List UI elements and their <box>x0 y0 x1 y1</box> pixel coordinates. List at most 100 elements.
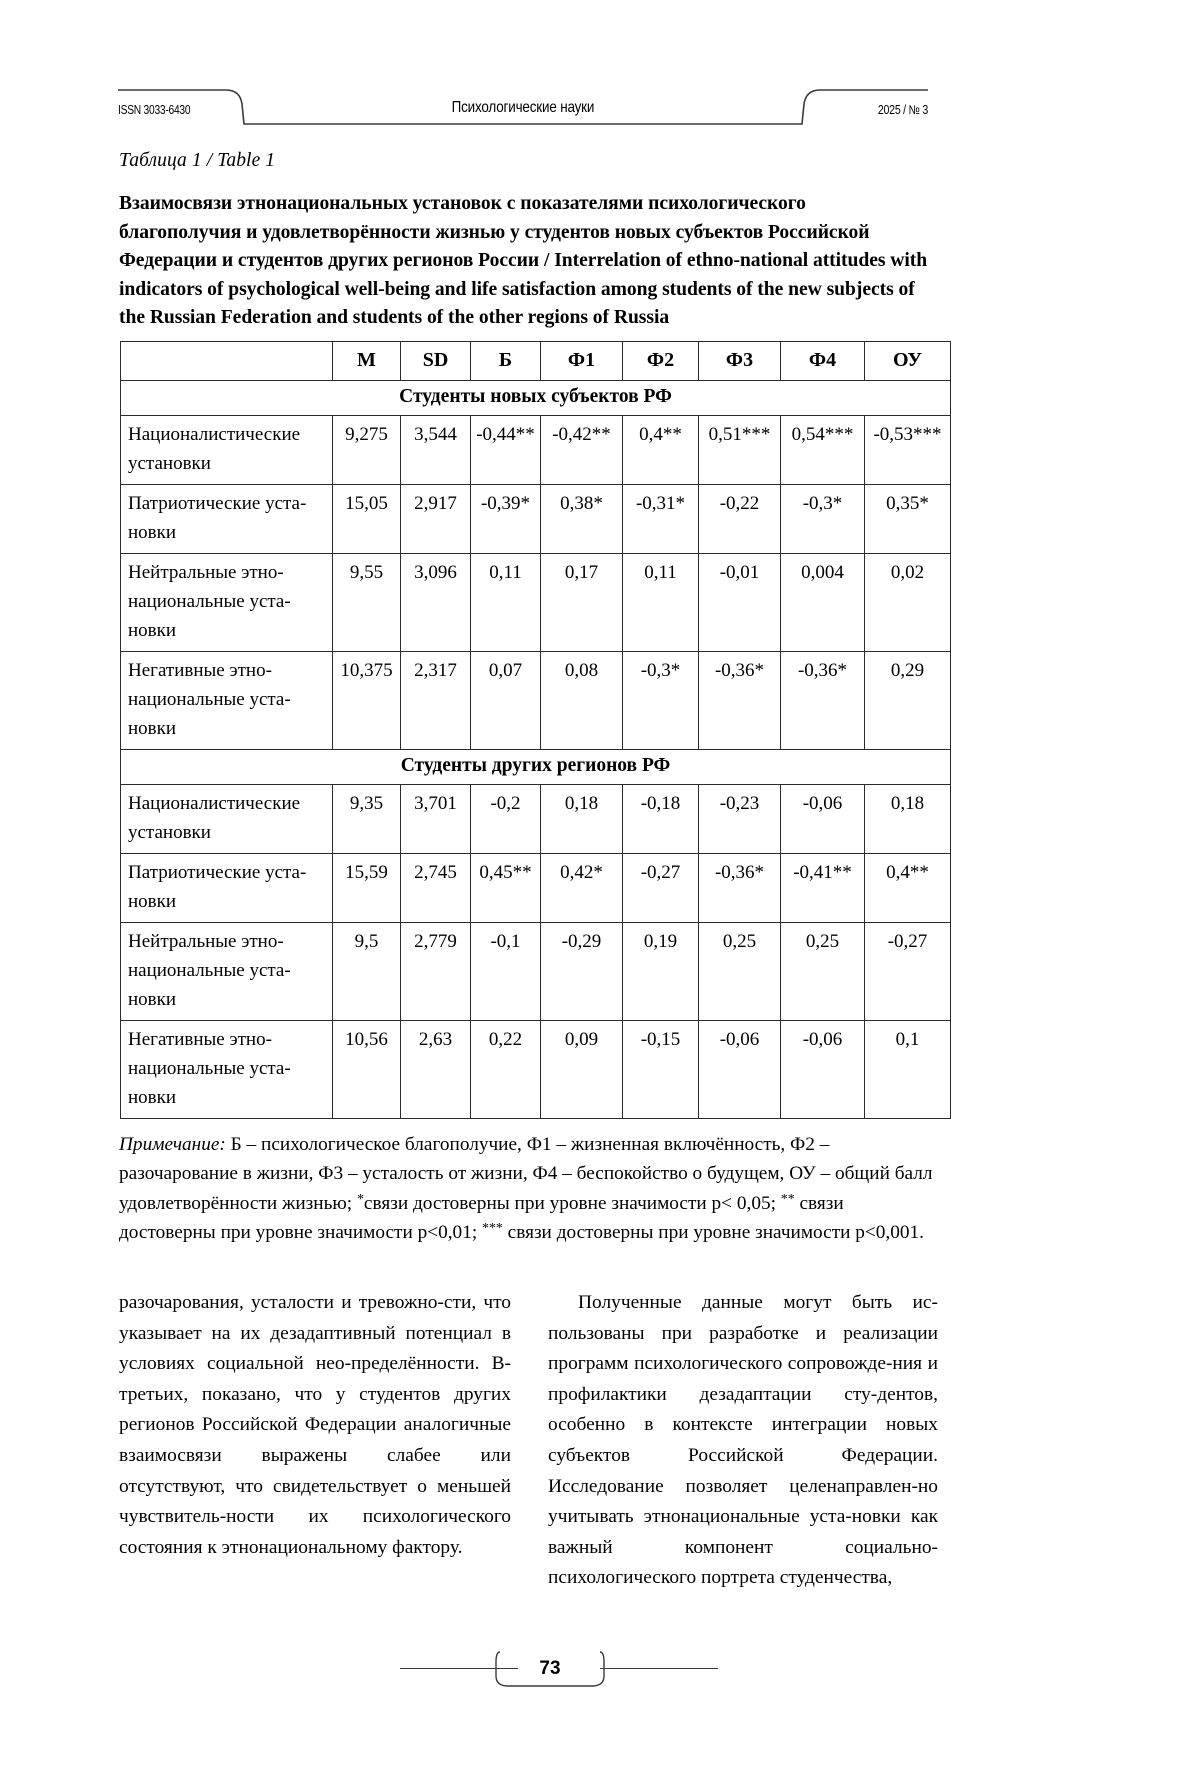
table-row: Националистические установки 9,35 3,701 … <box>120 784 951 854</box>
table-row: Нейтральные этно-национальные уста-новки… <box>120 922 951 1021</box>
cell-sd: 2,745 <box>400 853 471 923</box>
cell-ou: 0,02 <box>864 553 951 652</box>
row-label: Нейтральные этно-национальные уста-новки <box>120 922 333 1021</box>
table-header-row: M SD Б Ф1 Ф2 Ф3 Ф4 ОУ <box>120 341 951 381</box>
cell-f1: 0,08 <box>540 651 623 750</box>
table-row: Националистические установки 9,275 3,544… <box>120 415 951 485</box>
cell-sd: 3,701 <box>400 784 471 854</box>
cell-f2: 0,4** <box>622 415 699 485</box>
cell-sd: 3,096 <box>400 553 471 652</box>
page-number-frame <box>495 1651 605 1687</box>
cell-b: 0,07 <box>470 651 541 750</box>
cell-f4: -0,41** <box>780 853 865 923</box>
cell-b: -0,1 <box>470 922 541 1021</box>
cell-sd: 2,63 <box>400 1020 471 1119</box>
cell-f3: -0,06 <box>698 1020 781 1119</box>
cell-f4: -0,06 <box>780 1020 865 1119</box>
journal-section-text: Психологические науки <box>451 99 595 116</box>
table-row: Патриотические уста-новки 15,05 2,917 -0… <box>120 484 951 554</box>
cell-m: 15,59 <box>332 853 401 923</box>
cell-ou: 0,4** <box>864 853 951 923</box>
cell-b: 0,11 <box>470 553 541 652</box>
cell-f3: -0,01 <box>698 553 781 652</box>
row-label: Негативные этно-национальные уста-новки <box>120 651 333 750</box>
cell-b: -0,2 <box>470 784 541 854</box>
header-cell-ou: ОУ <box>864 341 951 381</box>
cell-f3: 0,51*** <box>698 415 781 485</box>
cell-f3: 0,25 <box>698 922 781 1021</box>
note-text-3: связи достоверны при уровне значимости p… <box>119 1192 844 1244</box>
note-star-3: *** <box>482 1221 503 1237</box>
cell-sd: 2,317 <box>400 651 471 750</box>
cell-m: 10,56 <box>332 1020 401 1119</box>
body-column-left: разочарования, усталости и тревожно-сти,… <box>119 1292 511 1558</box>
cell-f4: 0,25 <box>780 922 865 1021</box>
cell-f1: 0,42* <box>540 853 623 923</box>
cell-f4: 0,54*** <box>780 415 865 485</box>
running-head: ISSN 3033-6430 Психологические науки 202… <box>118 86 928 128</box>
note-star-1: * <box>356 1191 364 1207</box>
cell-b: 0,22 <box>470 1020 541 1119</box>
section-heading-other-regions: Студенты других регионов РФ <box>120 749 951 785</box>
cell-f1: 0,38* <box>540 484 623 554</box>
cell-f2: 0,11 <box>622 553 699 652</box>
cell-m: 9,275 <box>332 415 401 485</box>
header-cell-m: M <box>332 341 401 381</box>
cell-f3: -0,23 <box>698 784 781 854</box>
issn-label: ISSN 3033-6430 <box>118 103 191 117</box>
cell-b: 0,45** <box>470 853 541 923</box>
cell-f1: 0,09 <box>540 1020 623 1119</box>
cell-f4: -0,36* <box>780 651 865 750</box>
cell-f4: 0,004 <box>780 553 865 652</box>
row-label: Негативные этно-национальные уста-новки <box>120 1020 333 1119</box>
cell-f2: -0,3* <box>622 651 699 750</box>
body-column-right-text: Полученные данные могут быть ис-пользова… <box>548 1292 938 1589</box>
cell-f2: 0,19 <box>622 922 699 1021</box>
header-cell-f4: Ф4 <box>780 341 865 381</box>
footer-rule-right <box>600 1668 718 1669</box>
cell-f1: 0,18 <box>540 784 623 854</box>
table-title: Взаимосвязи этнонациональных установок с… <box>119 193 928 329</box>
cell-f1: 0,17 <box>540 553 623 652</box>
cell-f1: -0,29 <box>540 922 623 1021</box>
header-cell-sd: SD <box>400 341 471 381</box>
note-text-1: Б – психологическое благополучие, Ф1 – ж… <box>119 1134 933 1214</box>
header-cell-f2: Ф2 <box>622 341 699 381</box>
row-label: Националистические установки <box>120 415 333 485</box>
cell-m: 9,35 <box>332 784 401 854</box>
cell-ou: 0,1 <box>864 1020 951 1119</box>
cell-f3: -0,36* <box>698 651 781 750</box>
cell-m: 10,375 <box>332 651 401 750</box>
page-number: 73 <box>539 1658 561 1679</box>
section-heading-new-subjects: Студенты новых субъектов РФ <box>120 380 951 416</box>
cell-m: 9,55 <box>332 553 401 652</box>
header-cell-f3: Ф3 <box>698 341 781 381</box>
table-row: Патриотические уста-новки 15,59 2,745 0,… <box>120 853 951 923</box>
footer-rule-left <box>400 1668 518 1669</box>
page-footer: 73 <box>0 1640 1200 1710</box>
table-body: M SD Б Ф1 Ф2 Ф3 Ф4 ОУ Студенты новых суб… <box>120 341 951 1119</box>
cell-f2: -0,31* <box>622 484 699 554</box>
running-head-rule <box>118 89 928 125</box>
cell-ou: -0,53*** <box>864 415 951 485</box>
note-star-2: ** <box>780 1191 795 1207</box>
cell-ou: 0,18 <box>864 784 951 854</box>
cell-f3: -0,22 <box>698 484 781 554</box>
cell-sd: 2,917 <box>400 484 471 554</box>
note-text-2: связи достоверны при уровне значимости p… <box>363 1192 781 1214</box>
correlation-table: M SD Б Ф1 Ф2 Ф3 Ф4 ОУ Студенты новых суб… <box>120 341 951 1119</box>
cell-m: 15,05 <box>332 484 401 554</box>
cell-sd: 2,779 <box>400 922 471 1021</box>
table-number: Таблица 1 / Table 1 <box>119 150 276 171</box>
row-label: Патриотические уста-новки <box>120 853 333 923</box>
table-row: Негативные этно-национальные уста-новки … <box>120 1020 951 1119</box>
note-label: Примечание: <box>119 1134 226 1155</box>
note-text-4: связи достоверны при уровне значимости p… <box>502 1222 924 1244</box>
body-column-right: Полученные данные могут быть ис-пользова… <box>548 1288 938 1594</box>
cell-b: -0,44** <box>470 415 541 485</box>
cell-ou: -0,27 <box>864 922 951 1021</box>
cell-f4: -0,3* <box>780 484 865 554</box>
issue-label: 2025 / № 3 <box>877 103 928 117</box>
header-cell-b: Б <box>470 341 541 381</box>
cell-b: -0,39* <box>470 484 541 554</box>
